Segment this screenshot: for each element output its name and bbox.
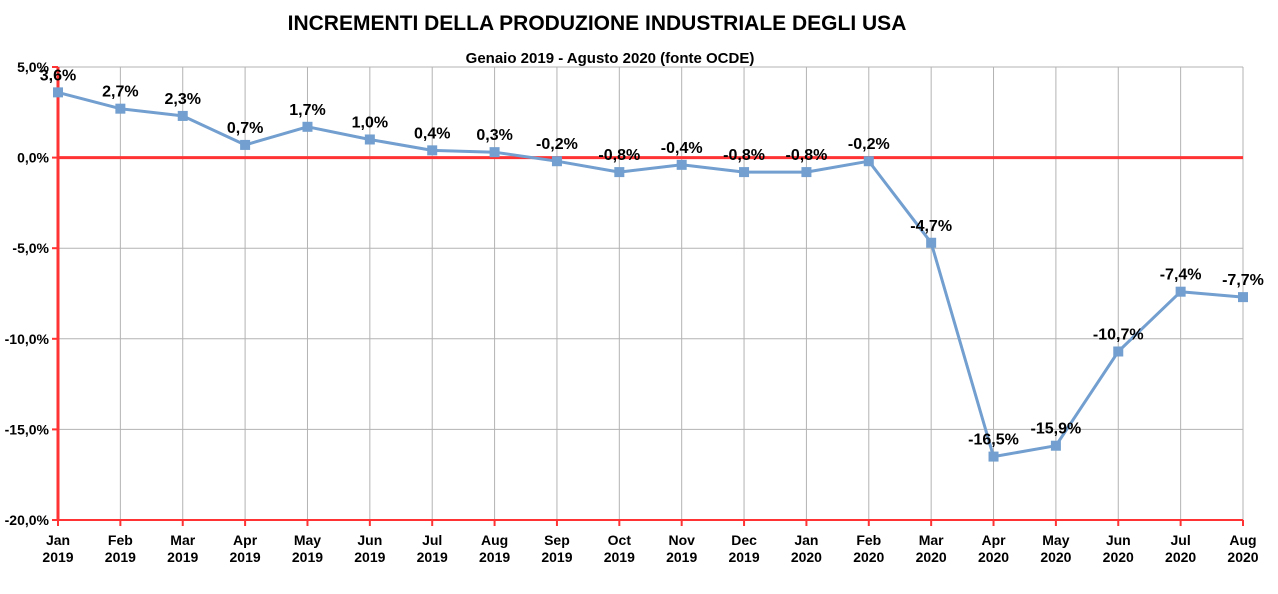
data-label: 1,0% [352,114,388,131]
data-point [115,103,126,114]
data-point [1238,292,1248,303]
data-label: 0,4% [414,125,450,142]
x-tick-label: Apr 2020 [978,532,1009,565]
series-markers [53,87,1248,462]
data-label: -0,4% [661,140,703,157]
x-tick-label: Dec 2019 [728,532,759,565]
data-point [988,451,999,462]
data-label: 2,7% [102,84,138,101]
data-labels: 3,6% 2,7% 2,3% 0,7% 1,7% 1,0% 0,4% 0,3% -0,2% -0,… [40,67,1264,448]
x-tick-label: May 2019 [292,532,323,565]
x-tick-label: Feb 2019 [105,532,136,565]
data-point [551,156,562,167]
y-tick-label: -20,0% [5,512,50,528]
data-label: -15,9% [1031,421,1082,438]
x-tick-label: Aug 2020 [1227,532,1258,565]
data-label: -0,2% [848,136,890,153]
x-tick-label: Jun 2019 [354,532,385,565]
x-tick-label: Jan 2020 [791,532,822,565]
data-label: -16,5% [968,432,1019,449]
data-point [926,237,937,248]
data-label: -0,8% [786,147,828,164]
data-label: -10,7% [1093,326,1144,343]
x-tick-label: Nov 2019 [666,532,697,565]
y-tick-label: 0,0% [17,150,49,166]
x-tick-label: Jul 2019 [417,532,448,565]
series-line [57,90,1244,459]
data-point [1175,286,1186,297]
x-axis-labels: Jan 2019 Feb 2019 Mar 2019 Apr 2019 May 2019 Jun 20… [42,532,1258,565]
data-label: -7,7% [1222,272,1264,289]
x-tick-label: Jan 2019 [42,532,73,565]
data-point [739,167,750,178]
series-line-path [57,90,1244,459]
data-label: 1,7% [289,102,325,119]
data-label: 0,7% [227,120,263,137]
x-tick-label: Mar 2019 [167,532,198,565]
x-tick-label: Jul 2020 [1165,532,1196,565]
data-point [801,167,812,178]
y-axis-labels: 5,0% 0,0% -5,0% -10,0% -15,0% -20,0% [5,59,50,528]
data-point [1050,440,1061,451]
chart-title: INCREMENTI DELLA PRODUZIONE INDUSTRIALE … [288,12,907,35]
data-point [302,121,313,132]
x-tick-label: Aug 2019 [479,532,510,565]
data-point [427,145,438,156]
y-tick-label: -15,0% [5,421,50,437]
chart-subtitle: Genaio 2019 - Agusto 2020 (fonte OCDE) [466,50,755,67]
data-label: -7,4% [1160,267,1202,284]
data-label: 3,6% [40,67,76,84]
data-point [177,110,188,121]
data-label: -4,7% [910,218,952,235]
data-point [676,159,687,170]
x-tick-label: Apr 2019 [230,532,261,565]
x-tick-label: May 2020 [1040,532,1071,565]
data-point [1113,346,1124,357]
data-label: 2,3% [165,91,201,108]
data-point [364,134,375,145]
data-label: -0,8% [598,147,640,164]
data-point [489,147,500,158]
data-label: 0,3% [476,127,512,144]
x-tick-label: Jun 2020 [1103,532,1134,565]
data-label: -0,2% [536,136,578,153]
x-tick-label: Oct 2019 [604,532,635,565]
data-label: -0,8% [723,147,765,164]
x-tick-label: Mar 2020 [916,532,947,565]
x-tick-label: Sep 2019 [541,532,572,565]
axes [52,66,1244,526]
data-point [53,87,63,98]
data-point [240,139,251,150]
data-point [614,167,625,178]
data-point [863,156,874,167]
y-tick-label: 5,0% [17,59,49,75]
y-tick-label: -10,0% [5,331,50,347]
x-tick-label: Feb 2020 [853,532,884,565]
y-tick-label: -5,0% [12,240,49,256]
